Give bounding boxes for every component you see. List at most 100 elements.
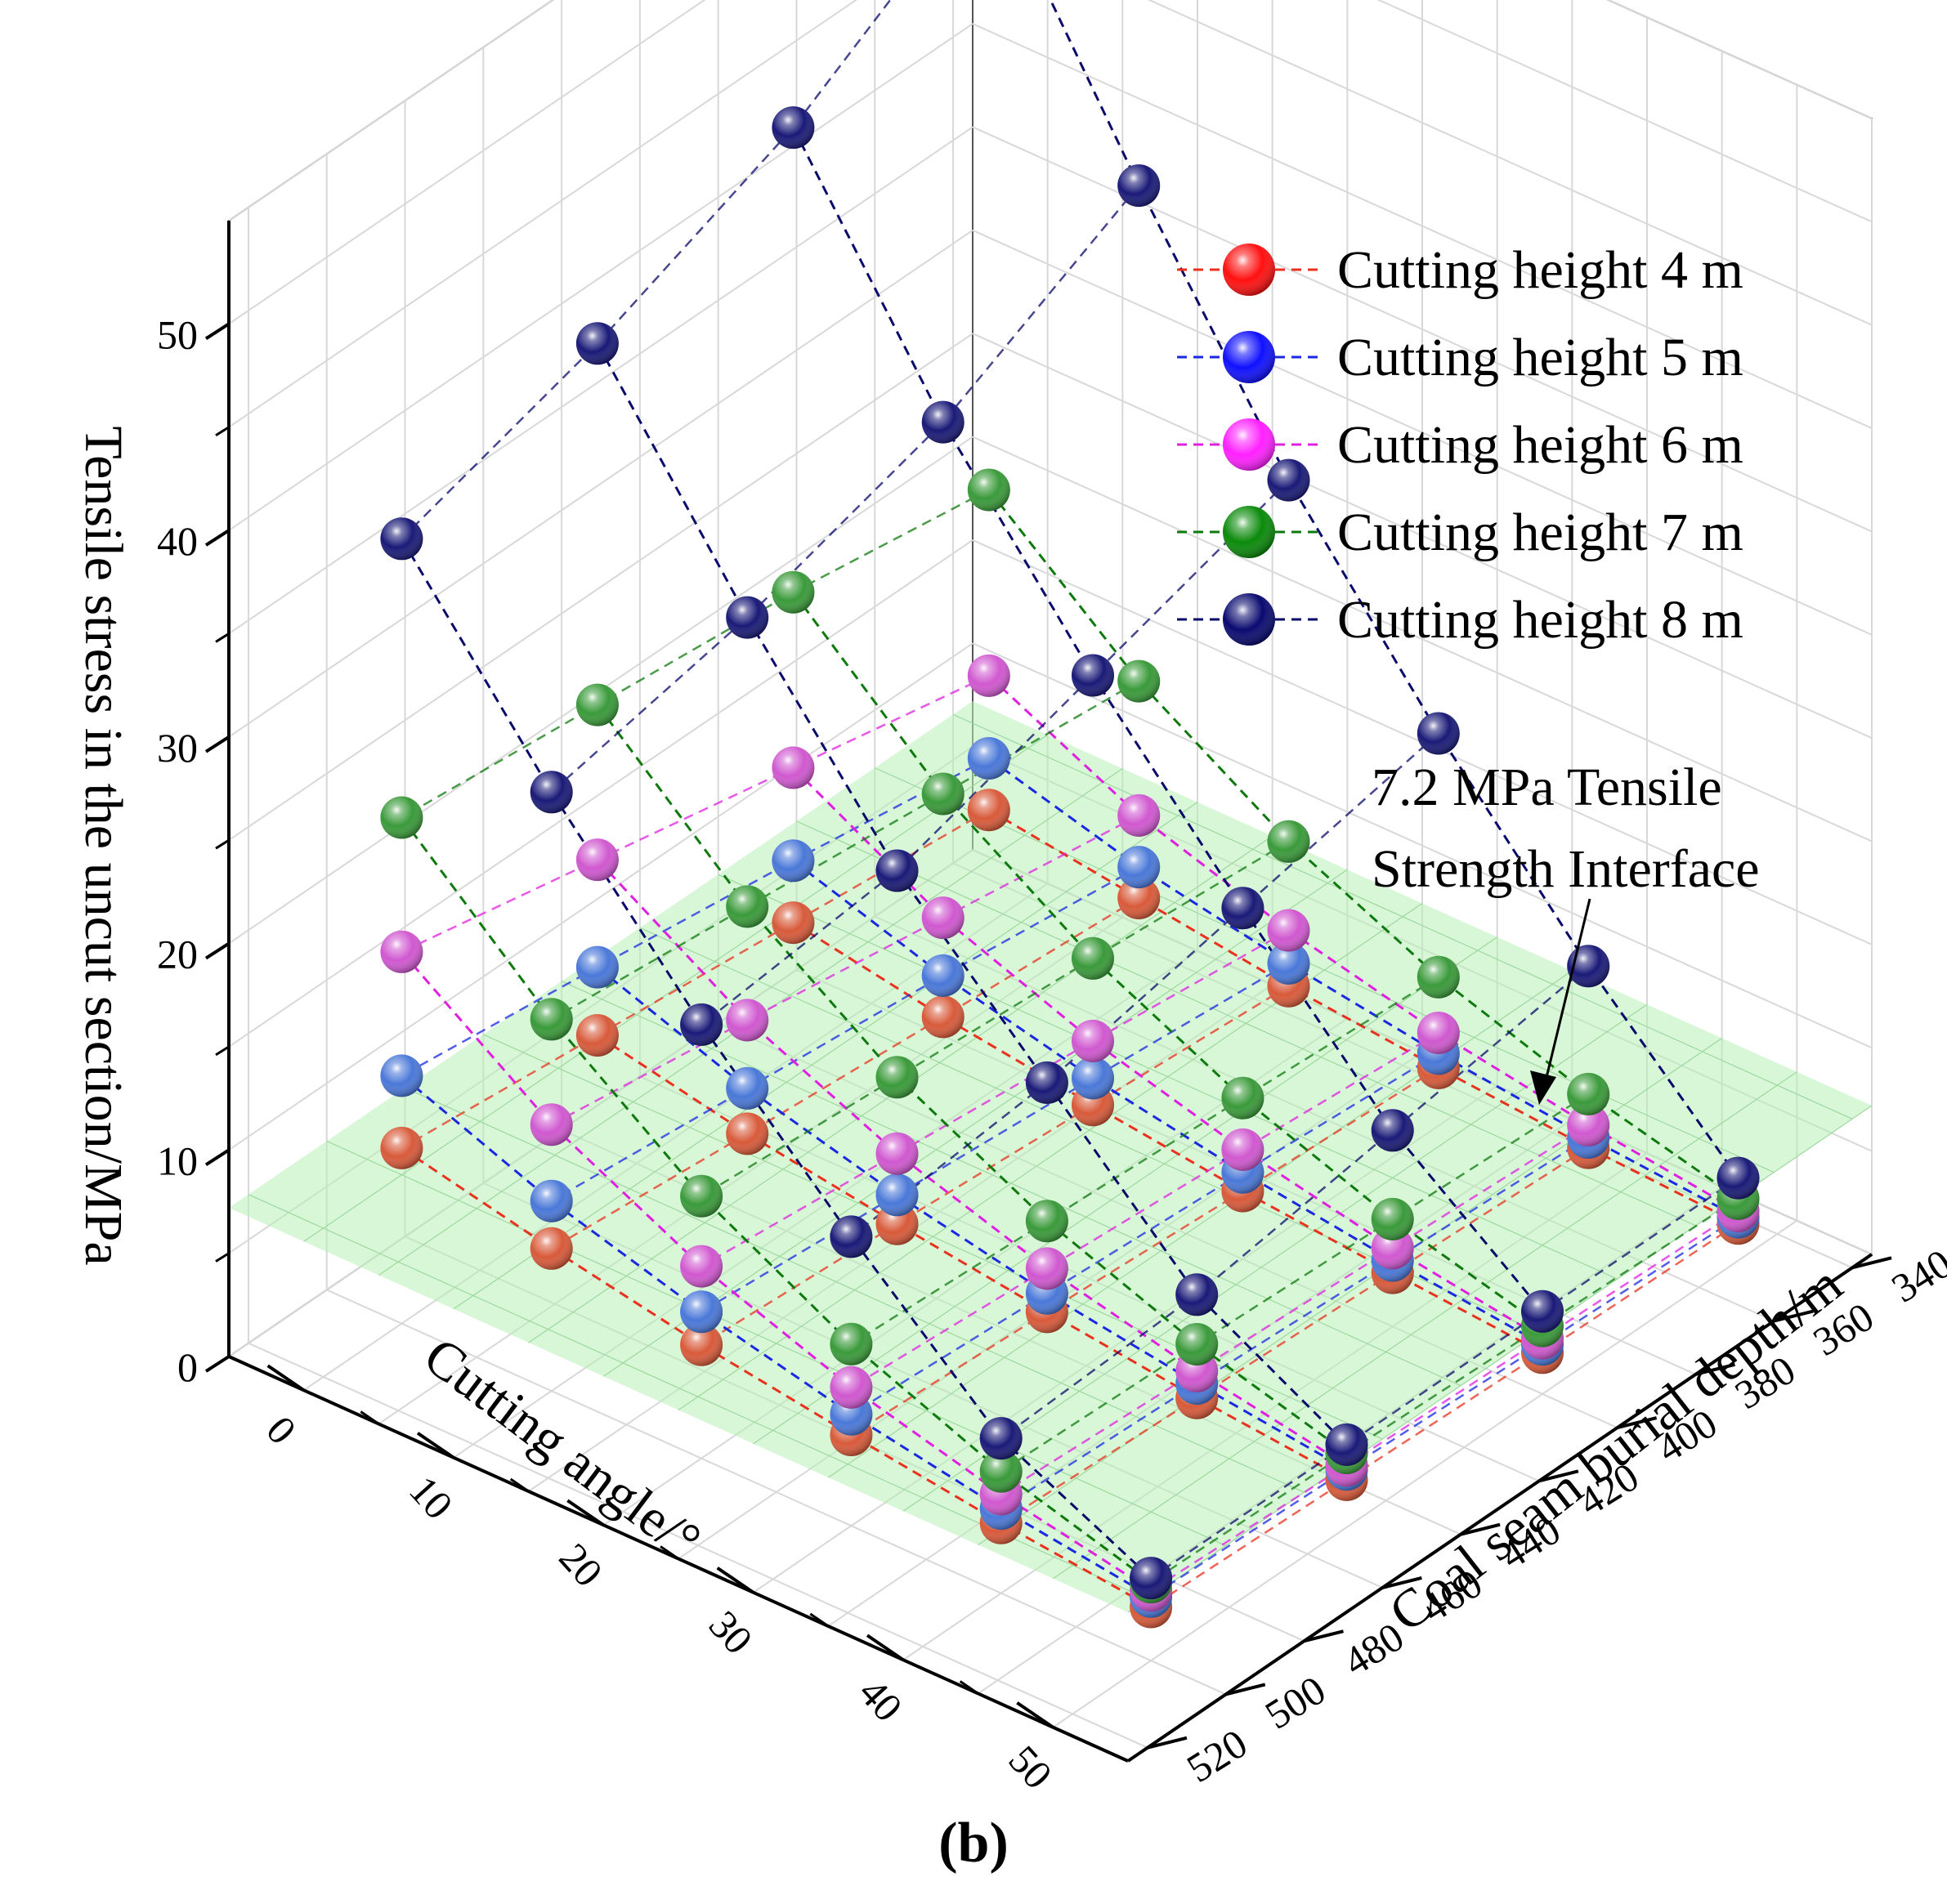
- z-tick-label: 30: [157, 725, 198, 771]
- data-point-highlight: [575, 945, 619, 989]
- data-point: [967, 737, 1010, 780]
- data-point: [530, 771, 573, 814]
- data-point: [830, 1365, 873, 1409]
- data-point-highlight: [967, 789, 1010, 832]
- z-minor-tick: [215, 838, 230, 850]
- data-point-highlight: [921, 772, 965, 816]
- data-point-highlight: [380, 930, 423, 973]
- series-lines: [401, 0, 1739, 1608]
- series-line-v6-angle-20: [700, 929, 1290, 1267]
- data-point: [1221, 1128, 1264, 1171]
- legend-marker-highlight: [1223, 506, 1275, 558]
- grid-x-floor: [1052, 1219, 1797, 1728]
- data-point-highlight: [1221, 1076, 1264, 1120]
- series-line-h7-depth-500: [401, 816, 1152, 1584]
- series-line-h8-depth-350: [1049, 0, 1739, 1179]
- x-tick-label: 20: [550, 1535, 611, 1596]
- series-line-v8-angle-30: [850, 732, 1439, 1238]
- z-tick-label: 10: [157, 1137, 198, 1183]
- data-point: [530, 1227, 573, 1270]
- series-line-h5-depth-400: [792, 860, 1543, 1346]
- series-line-v4-angle-50: [1150, 1222, 1739, 1608]
- z-minor-tick: [215, 426, 230, 436]
- data-point-highlight: [1521, 1289, 1564, 1333]
- data-point-highlight: [875, 1056, 919, 1099]
- x-tick: [1016, 1701, 1054, 1729]
- data-point: [1521, 1289, 1564, 1333]
- data-point: [1417, 1012, 1460, 1054]
- series-line-v6-angle-10: [551, 814, 1139, 1126]
- series-line-h4-depth-400: [792, 921, 1543, 1354]
- series-line-h8-depth-450: [596, 342, 1348, 1446]
- series-line-h6-depth-400: [792, 767, 1543, 1339]
- data-point-highlight: [1117, 846, 1161, 889]
- data-point: [530, 1179, 573, 1222]
- legend-marker-highlight: [1223, 593, 1275, 646]
- series-line-h7-depth-400: [792, 591, 1543, 1327]
- data-point: [1267, 458, 1310, 502]
- data-point-highlight: [979, 1417, 1023, 1460]
- data-point: [921, 400, 965, 444]
- series-line-v8-angle-50: [1150, 1177, 1739, 1580]
- data-point-highlight: [772, 106, 815, 150]
- x-minor-tick: [360, 1410, 380, 1425]
- legend-label: Cutting height 7 m: [1337, 503, 1743, 562]
- x-tick-label: 10: [401, 1467, 462, 1528]
- data-point: [875, 1173, 919, 1217]
- data-point-highlight: [575, 1014, 619, 1057]
- y-tick: [1147, 1736, 1188, 1750]
- data-point-highlight: [979, 1450, 1023, 1493]
- y-tick-label: 500: [1257, 1666, 1333, 1737]
- data-point-highlight: [1221, 887, 1264, 930]
- data-point-highlight: [1117, 793, 1161, 837]
- data-point: [1325, 1423, 1368, 1466]
- data-point: [1221, 887, 1264, 930]
- data-point: [979, 1417, 1023, 1460]
- data-point-highlight: [380, 1126, 423, 1169]
- data-point-highlight: [1175, 1273, 1219, 1316]
- data-point: [967, 789, 1010, 832]
- grid-z-back: [972, 23, 1873, 430]
- x-minor-tick: [509, 1477, 530, 1493]
- data-point: [1267, 941, 1310, 985]
- y-tick: [1460, 1522, 1501, 1536]
- series-line-h7-depth-350: [987, 489, 1739, 1200]
- series-line-v4-angle-30: [850, 1066, 1439, 1437]
- data-point-highlight: [726, 885, 769, 928]
- series-line-h4-depth-450: [597, 1034, 1348, 1482]
- z-minor-tick: [215, 632, 230, 643]
- data-point: [921, 954, 965, 997]
- data-point-highlight: [967, 654, 1010, 697]
- grid-z-back: [1147, 0, 1873, 326]
- data-point: [1117, 659, 1161, 703]
- series-line-h4-depth-350: [988, 808, 1739, 1225]
- data-point-highlight: [575, 838, 619, 882]
- data-point: [1072, 1019, 1114, 1062]
- data-point: [1072, 936, 1114, 980]
- data-point: [726, 1066, 769, 1110]
- data-point: [575, 1014, 619, 1057]
- data-point-highlight: [772, 839, 815, 883]
- data-point: [1117, 793, 1161, 837]
- data-point: [1025, 1247, 1068, 1290]
- data-point: [967, 654, 1010, 697]
- grid-z-left: [228, 539, 973, 1048]
- data-point: [875, 1132, 919, 1175]
- data-point-highlight: [875, 1132, 919, 1175]
- data-point: [875, 849, 919, 892]
- x-tick: [416, 1432, 455, 1459]
- legend-label: Cutting height 4 m: [1337, 240, 1743, 300]
- grid-z-back: [1376, 0, 1873, 223]
- data-point: [1371, 1197, 1414, 1240]
- data-point: [1417, 955, 1460, 999]
- series-line-v5-angle-0: [401, 757, 990, 1077]
- data-point-highlight: [575, 322, 619, 365]
- data-point: [1175, 1273, 1219, 1316]
- grid-y-floor: [326, 1289, 1227, 1696]
- x-tick: [266, 1364, 305, 1392]
- data-point: [1567, 1103, 1610, 1146]
- data-point-highlight: [680, 1290, 723, 1334]
- z-tick-label: 40: [157, 518, 198, 564]
- data-point: [772, 106, 815, 150]
- data-point: [1567, 945, 1610, 988]
